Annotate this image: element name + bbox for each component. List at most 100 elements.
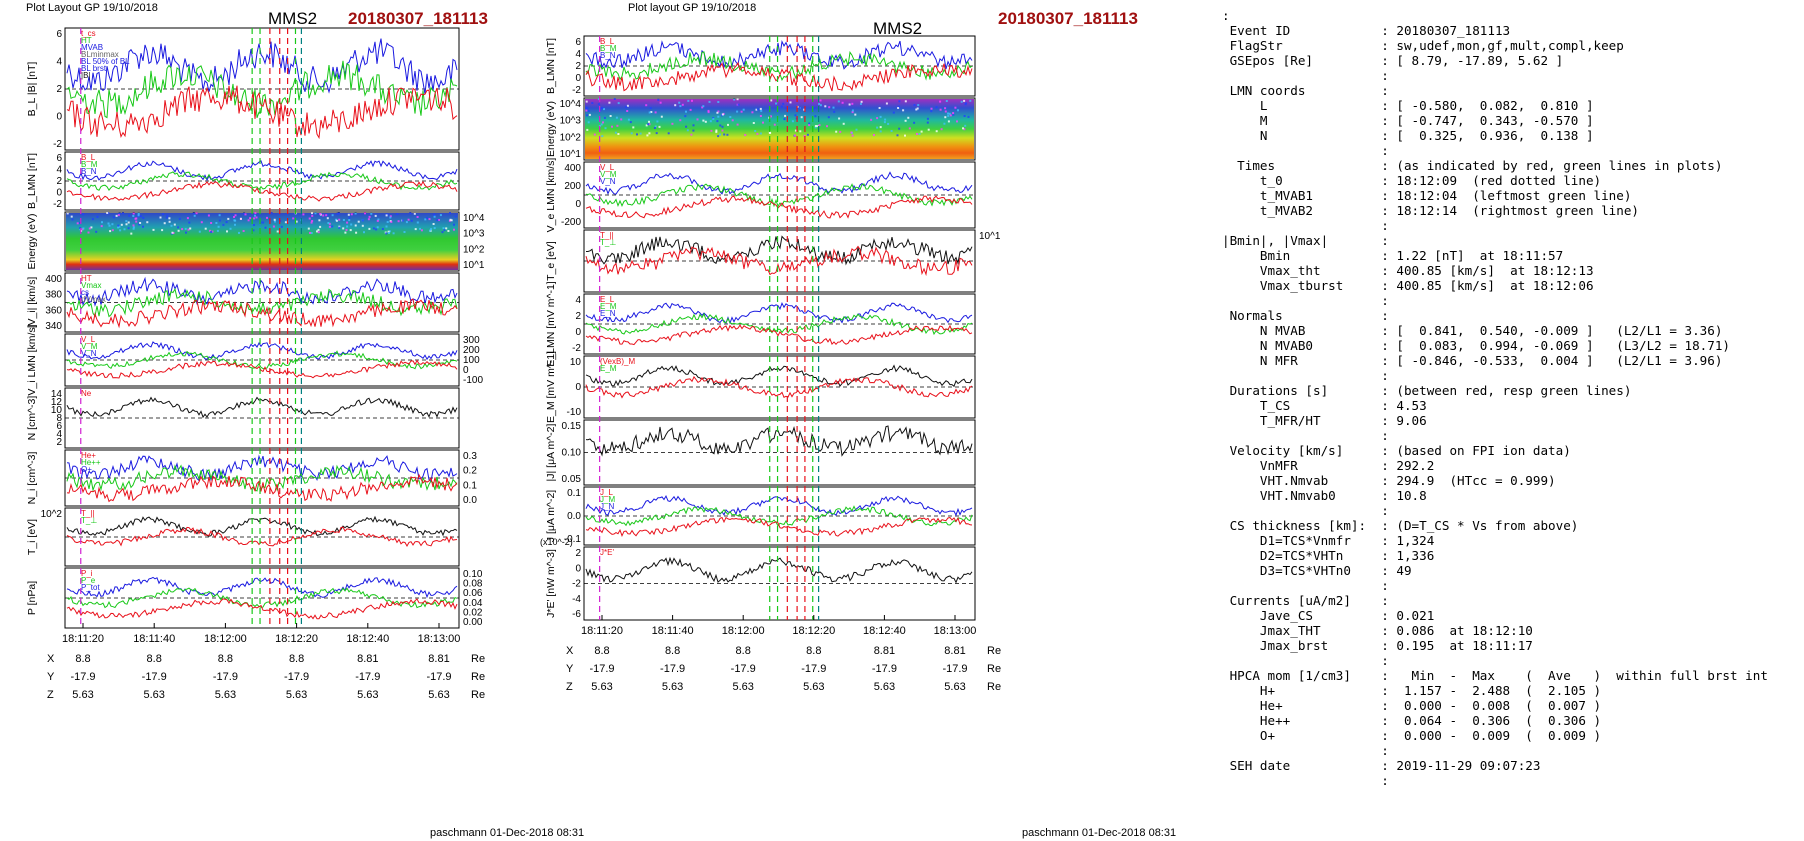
info-line: N MVAB : [ 0.841, 0.540, -0.009 ] (L2/L1… bbox=[1222, 323, 1723, 338]
spectrogram-pixel bbox=[336, 212, 339, 215]
position-value: 8.81 bbox=[944, 645, 965, 657]
spectrogram-pixel bbox=[630, 132, 633, 135]
spectrogram-pixel bbox=[337, 212, 340, 215]
spectrogram-pixel bbox=[723, 133, 726, 136]
position-value: 5.63 bbox=[72, 689, 93, 701]
spectrogram-pixel bbox=[819, 99, 822, 102]
y-tick-label: 2 bbox=[56, 176, 62, 187]
panel-5: 4 2 0 -2 E_LMN [mV m^-1] E_LE_ME_N bbox=[545, 281, 976, 367]
legend-entry: T_|| bbox=[81, 509, 95, 518]
spectrogram-pixel bbox=[389, 215, 392, 218]
spectrogram-pixel bbox=[733, 98, 736, 101]
left-time-axis: 18:11:20 18:11:40 18:12:00 18:12:20 18:12:40… bbox=[62, 623, 460, 645]
spectrogram-pixel bbox=[428, 218, 431, 221]
y-axis-label: N_i [cm^-3] bbox=[26, 452, 38, 505]
y-axis-label: E_M [mV m^-1] bbox=[545, 351, 557, 423]
spectrogram-pixel bbox=[744, 134, 747, 136]
legend-entry: V_L bbox=[600, 163, 615, 172]
spectrogram-pixel bbox=[76, 222, 79, 225]
spectrogram-pixel bbox=[762, 121, 764, 124]
y-tick-label: 0.1 bbox=[463, 480, 477, 491]
y-tick-label: 10^3 bbox=[560, 116, 582, 127]
position-value: 8.8 bbox=[75, 653, 90, 665]
y-tick-label: -2 bbox=[572, 85, 581, 96]
spectrogram-pixel bbox=[253, 224, 255, 226]
x-tick-label: 18:11:40 bbox=[133, 633, 175, 645]
spectrogram-pixel bbox=[717, 115, 720, 118]
legend-entry: |B| bbox=[81, 71, 91, 80]
spectrogram-pixel bbox=[376, 226, 379, 229]
spectrogram-pixel bbox=[752, 122, 755, 124]
spectrogram-pixel bbox=[192, 212, 195, 215]
spectrogram bbox=[66, 213, 458, 270]
spectrogram-pixel bbox=[385, 214, 388, 217]
info-line: : bbox=[1222, 368, 1389, 383]
spectrogram-pixel bbox=[586, 114, 588, 117]
spectrogram-pixel bbox=[439, 214, 442, 217]
spectrogram-pixel bbox=[674, 104, 677, 107]
spectrogram-pixel bbox=[188, 221, 191, 224]
spectrogram-pixel bbox=[317, 231, 320, 234]
spectrogram-pixel bbox=[354, 224, 357, 227]
spectrogram-pixel bbox=[407, 218, 410, 221]
spectrogram-pixel bbox=[689, 108, 692, 111]
info-line: He++ : 0.064 - 0.306 ( 0.306 ) bbox=[1222, 713, 1602, 728]
position-unit: Re bbox=[471, 689, 485, 701]
legend-entry: J*E' bbox=[600, 548, 614, 557]
spectrogram-pixel bbox=[244, 213, 247, 216]
spectrogram-pixel bbox=[691, 99, 693, 102]
position-value: 5.63 bbox=[357, 689, 378, 701]
spectrogram-pixel bbox=[657, 98, 660, 101]
spectrogram-pixel bbox=[710, 129, 713, 132]
spectrogram-pixel bbox=[647, 123, 650, 126]
legend-entry: (VexB)_M bbox=[600, 357, 635, 366]
series-line bbox=[66, 598, 458, 620]
spectrogram-pixel bbox=[349, 229, 352, 232]
info-line: N MVAB0 : [ 0.083, 0.994, -0.069 ] (L3/L… bbox=[1222, 338, 1730, 353]
spectrogram-pixel bbox=[591, 102, 594, 104]
spectrogram-pixel bbox=[112, 216, 115, 219]
middle-footer: paschmann 01-Dec-2018 08:31 bbox=[1022, 827, 1176, 839]
spectrogram-pixel bbox=[841, 101, 844, 104]
spectrogram-pixel bbox=[450, 219, 453, 222]
spectrogram-pixel bbox=[708, 100, 711, 103]
info-line: Bmin : 1.22 [nT] at 18:11:57 bbox=[1222, 248, 1564, 263]
spectrogram-pixel bbox=[449, 218, 452, 221]
spectrogram-pixel bbox=[800, 116, 803, 119]
position-value: -17.9 bbox=[589, 663, 614, 675]
spectrogram-pixel bbox=[926, 117, 929, 120]
spectrogram-pixel bbox=[816, 125, 819, 128]
panel-6: 10 0 -10 E_M [mV m^-1] (VexB)_ME_M bbox=[545, 351, 976, 423]
spectrogram-pixel bbox=[159, 216, 162, 219]
x-tick-label: 18:11:20 bbox=[581, 625, 623, 637]
info-line: VHT.Nmvab0 : 10.8 bbox=[1222, 488, 1427, 503]
spectrogram-pixel bbox=[935, 130, 938, 133]
series-line bbox=[585, 425, 973, 457]
spectrogram-pixel bbox=[716, 111, 719, 114]
spectrogram-pixel bbox=[751, 111, 754, 114]
spectrogram-pixel bbox=[355, 231, 358, 234]
y-tick-label: 6 bbox=[56, 153, 62, 164]
spectrogram-pixel bbox=[692, 124, 695, 127]
spectrogram-pixel bbox=[947, 120, 950, 123]
spectrogram-pixel bbox=[327, 222, 330, 224]
info-line: : bbox=[1222, 653, 1389, 668]
spectrogram-pixel bbox=[79, 227, 82, 230]
spectrogram-pixel bbox=[413, 212, 416, 215]
info-line: He+ : 0.000 - 0.008 ( 0.007 ) bbox=[1222, 698, 1602, 713]
info-line: Times : (as indicated by red, green line… bbox=[1222, 158, 1723, 173]
spectrogram-pixel bbox=[629, 121, 632, 124]
x-tick-label: 18:11:40 bbox=[652, 625, 694, 637]
legend-entry: B_N bbox=[600, 51, 616, 60]
info-line: SEH date : 2019-11-29 09:07:23 bbox=[1222, 758, 1541, 773]
spectrogram-pixel bbox=[95, 230, 98, 233]
spectrogram-pixel bbox=[420, 229, 423, 232]
spectrogram-pixel bbox=[701, 106, 704, 109]
spectrogram-pixel bbox=[930, 107, 933, 110]
spectrogram-pixel bbox=[119, 229, 122, 232]
spectrogram-pixel bbox=[737, 103, 740, 106]
y-tick-label: 4 bbox=[575, 295, 581, 306]
spectrogram-pixel bbox=[860, 102, 862, 105]
spectrogram-pixel bbox=[715, 129, 718, 132]
y-tick-label: -2 bbox=[53, 139, 62, 150]
